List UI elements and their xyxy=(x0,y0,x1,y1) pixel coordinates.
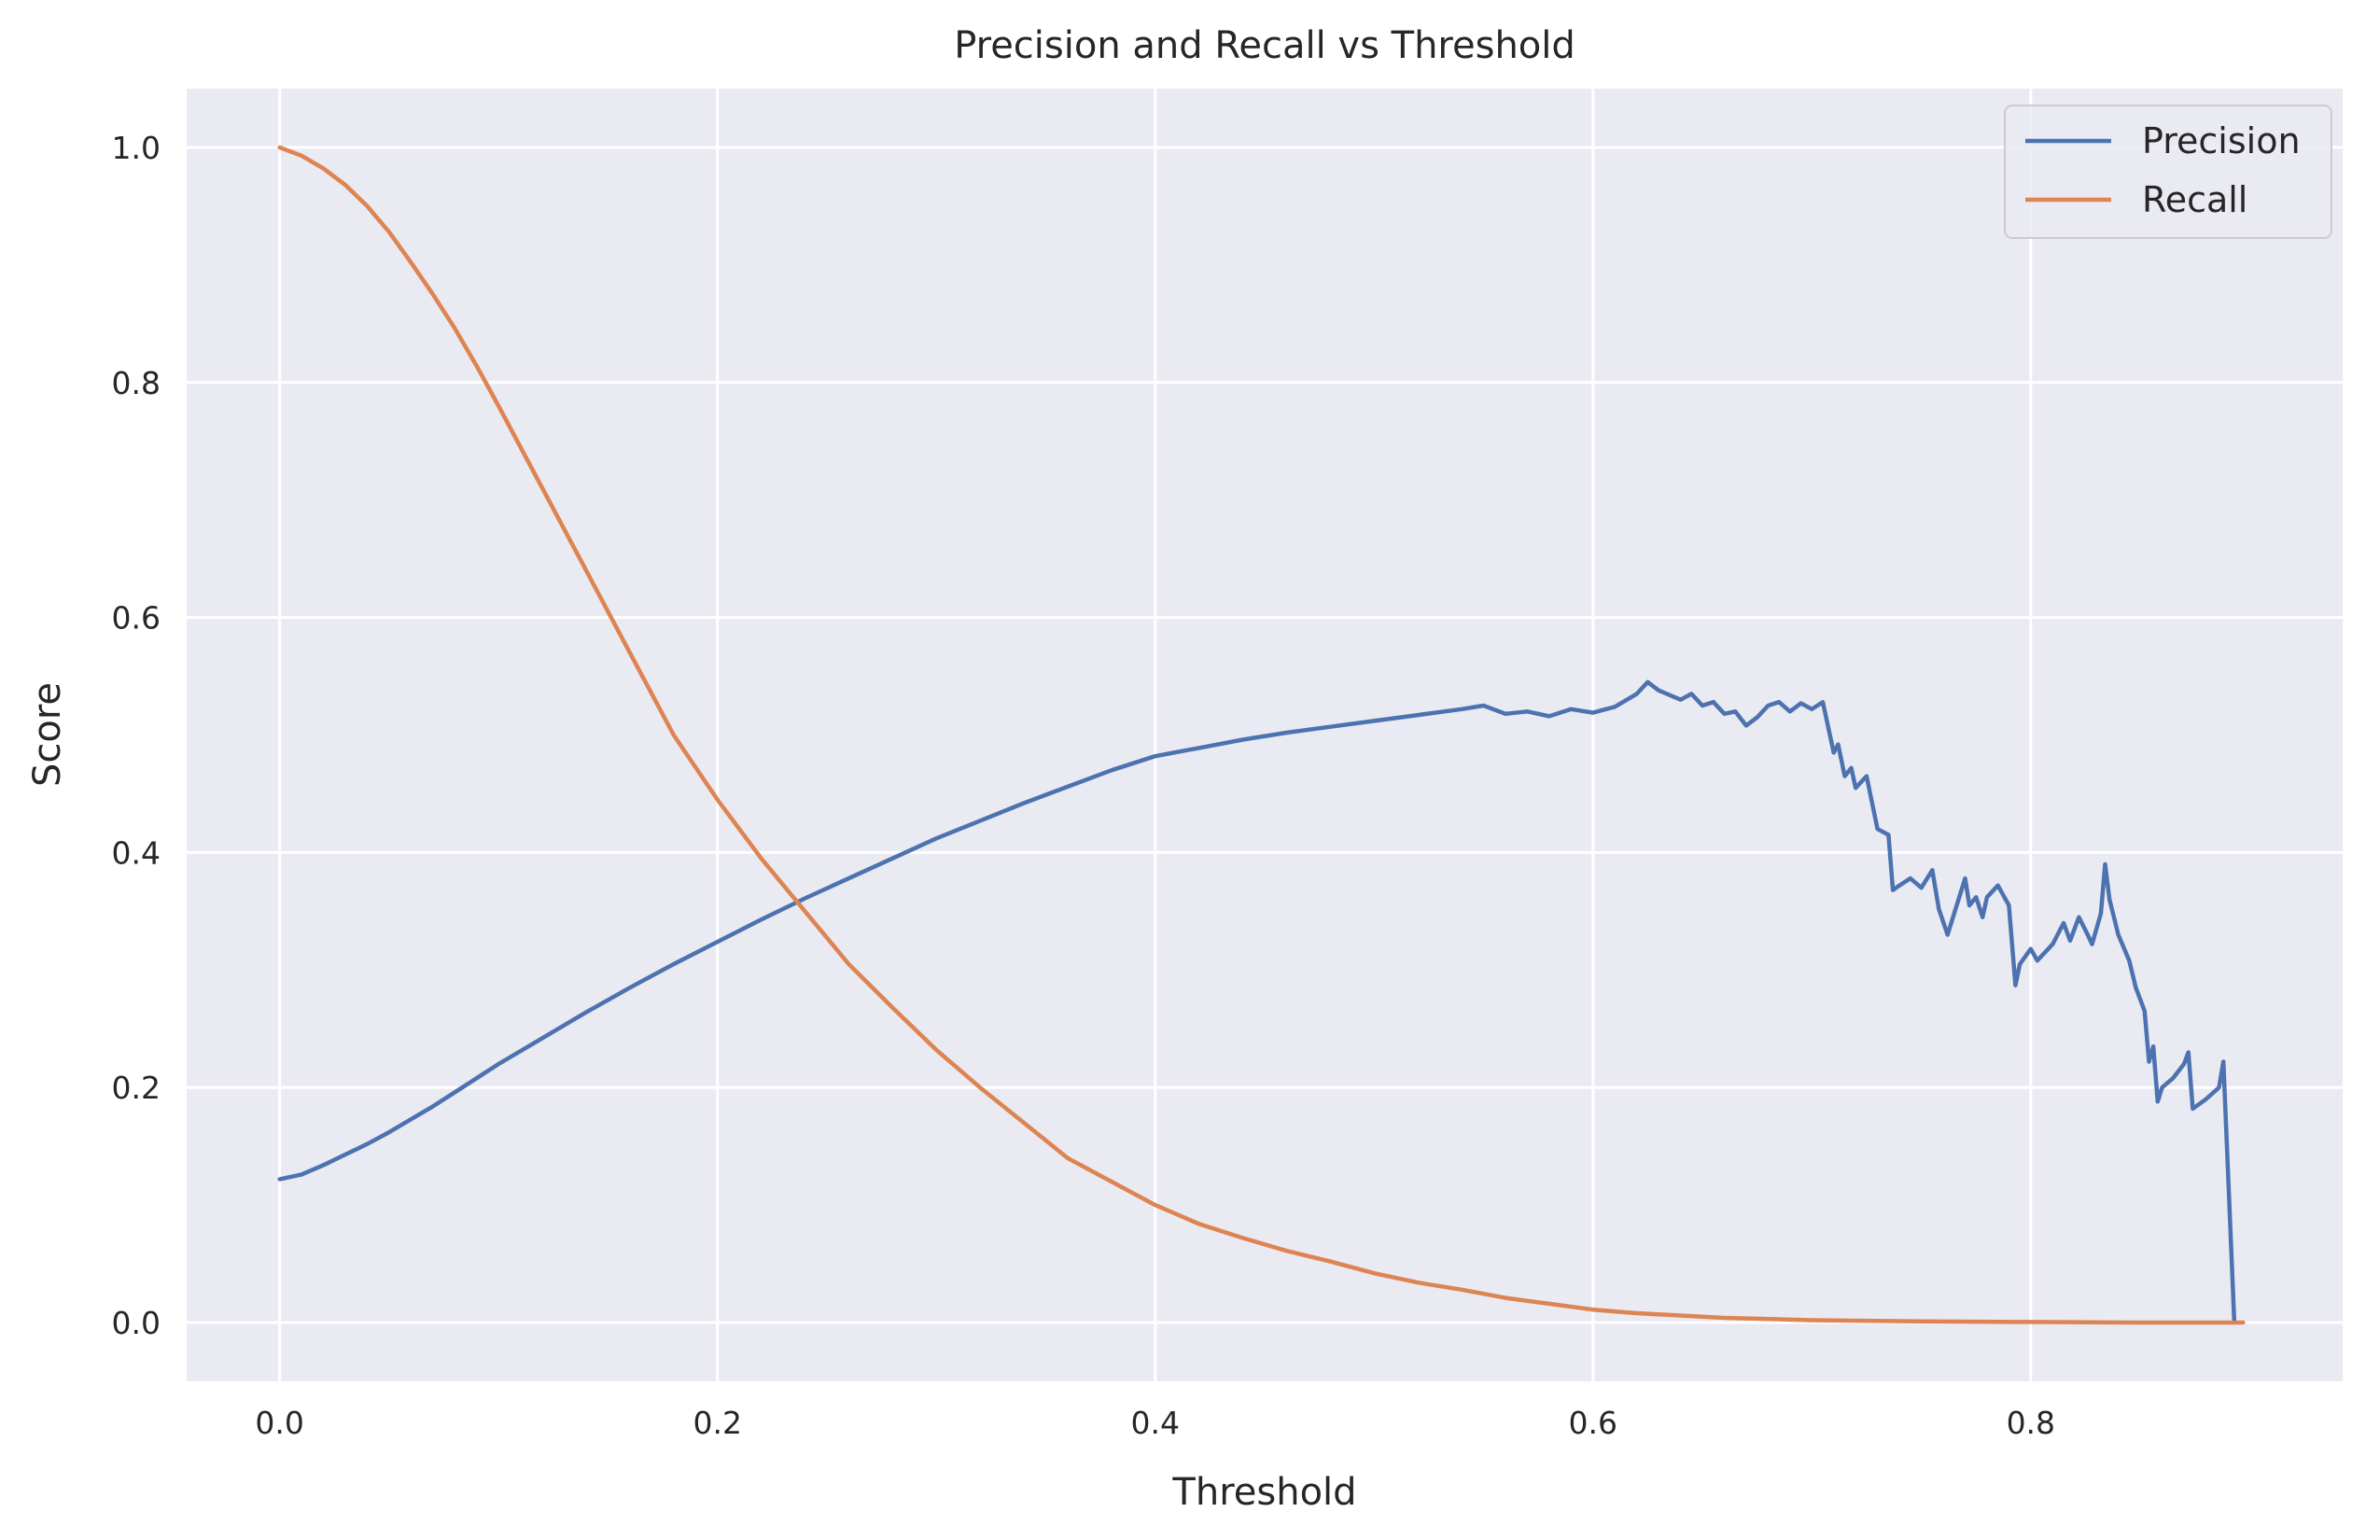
y-tick-label: 0.2 xyxy=(112,1070,161,1106)
y-tick-labels: 0.0 0.2 0.4 0.6 0.8 1.0 xyxy=(112,130,161,1341)
x-axis-label: Threshold xyxy=(1171,1471,1356,1514)
chart-title: Precision and Recall vs Threshold xyxy=(954,24,1575,67)
y-tick-label: 0.6 xyxy=(112,600,161,637)
x-tick-label: 0.6 xyxy=(1569,1405,1617,1441)
gridlines xyxy=(187,89,2343,1381)
y-axis-label: Score xyxy=(26,682,69,787)
legend-box xyxy=(2004,105,2332,239)
series-line-precision xyxy=(277,679,2237,1325)
legend: Precision Recall xyxy=(2004,105,2332,239)
legend-label-recall: Recall xyxy=(2142,179,2247,220)
x-tick-label: 0.8 xyxy=(2007,1405,2055,1441)
series-line-recall xyxy=(277,145,2246,1325)
y-tick-label: 0.0 xyxy=(112,1305,161,1341)
x-tick-label: 0.0 xyxy=(255,1405,303,1441)
x-tick-label: 0.4 xyxy=(1130,1405,1179,1441)
y-tick-label: 0.8 xyxy=(112,365,161,401)
y-tick-label: 0.4 xyxy=(112,834,161,871)
y-tick-label: 1.0 xyxy=(112,130,161,166)
series-lines xyxy=(277,145,2246,1325)
x-tick-label: 0.2 xyxy=(693,1405,741,1441)
legend-label-precision: Precision xyxy=(2142,120,2301,161)
x-tick-labels: 0.0 0.2 0.4 0.6 0.8 xyxy=(255,1405,2055,1441)
